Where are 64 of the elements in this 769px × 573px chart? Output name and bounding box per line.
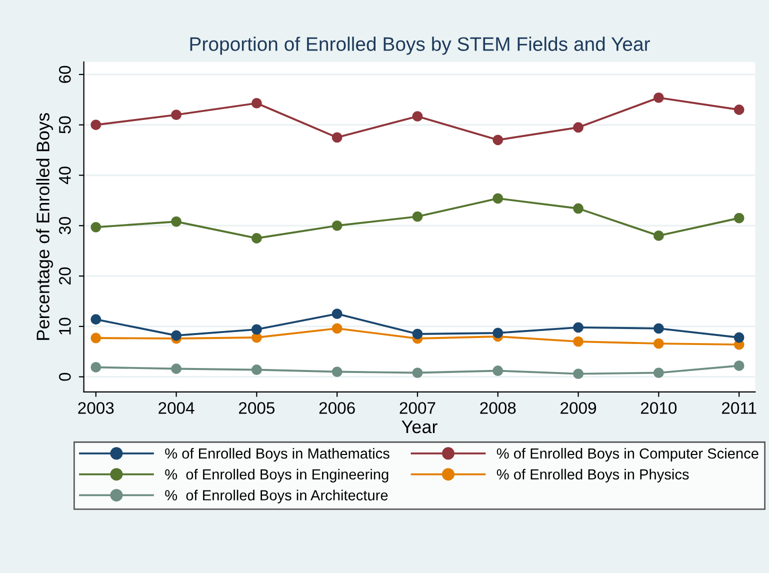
point bbox=[90, 120, 102, 130]
point bbox=[573, 368, 584, 379]
legend-label: % of Enrolled Boys in Mathematics bbox=[165, 448, 390, 462]
point bbox=[412, 368, 423, 378]
point bbox=[412, 211, 423, 222]
y-tick-label: 20 bbox=[59, 267, 71, 284]
point bbox=[573, 322, 584, 333]
point bbox=[251, 324, 262, 335]
x-tick-label: 2005 bbox=[238, 402, 275, 414]
point bbox=[171, 330, 182, 341]
y-tick-label: 60 bbox=[59, 66, 71, 83]
x-tick-label: 2006 bbox=[319, 402, 355, 414]
legend-label: % of Enrolled Boys in Computer Science bbox=[496, 448, 758, 462]
point bbox=[734, 212, 744, 224]
point bbox=[492, 328, 504, 338]
point bbox=[653, 92, 664, 103]
point bbox=[90, 332, 102, 344]
point bbox=[332, 220, 342, 231]
point bbox=[332, 366, 342, 377]
point bbox=[653, 323, 664, 334]
point bbox=[653, 230, 664, 241]
point bbox=[734, 332, 744, 343]
point bbox=[332, 323, 342, 334]
x-tick-label: 2003 bbox=[78, 402, 114, 414]
y-tick-label: 10 bbox=[59, 318, 71, 334]
point bbox=[734, 360, 744, 371]
x-tick-label: 2007 bbox=[400, 402, 436, 414]
point bbox=[492, 366, 504, 376]
point bbox=[332, 308, 342, 320]
point bbox=[171, 110, 182, 120]
x-tick-label: 2004 bbox=[158, 402, 194, 414]
legend-label: % of Enrolled Boys in Architecture bbox=[165, 490, 388, 504]
x-tick-label: 2008 bbox=[480, 402, 516, 414]
legend-label: % of Enrolled Boys in Engineering bbox=[165, 468, 388, 482]
point bbox=[573, 336, 584, 347]
point bbox=[492, 134, 504, 146]
point bbox=[412, 111, 423, 122]
point bbox=[251, 364, 262, 375]
point bbox=[251, 233, 262, 244]
y-tick-label: 30 bbox=[59, 217, 71, 234]
point bbox=[573, 203, 584, 214]
point bbox=[653, 368, 664, 378]
x-tick-label: 2009 bbox=[560, 402, 596, 414]
point bbox=[171, 364, 182, 374]
point bbox=[90, 222, 102, 232]
x-tick-label: 2010 bbox=[640, 402, 677, 414]
chart-title: Proportion of Enrolled Boys by STEM Fields and Year bbox=[190, 36, 650, 55]
legend-label: % of Enrolled Boys in Physics bbox=[496, 468, 689, 482]
point bbox=[332, 132, 342, 143]
point bbox=[412, 328, 423, 340]
y-tick-label: 50 bbox=[59, 116, 71, 134]
point bbox=[492, 193, 504, 204]
point bbox=[90, 362, 102, 372]
point bbox=[171, 216, 182, 227]
y-tick-label: 40 bbox=[59, 166, 71, 184]
point bbox=[653, 338, 664, 349]
point bbox=[573, 122, 584, 133]
point bbox=[734, 104, 744, 115]
x-tick-label: 2011 bbox=[722, 402, 756, 414]
y-axis-title: Percentage of Enrolled Boys bbox=[36, 113, 54, 340]
y-tick-label: 0 bbox=[59, 372, 71, 381]
point bbox=[251, 98, 262, 108]
point bbox=[90, 314, 102, 325]
x-axis-title: Year bbox=[402, 420, 438, 434]
